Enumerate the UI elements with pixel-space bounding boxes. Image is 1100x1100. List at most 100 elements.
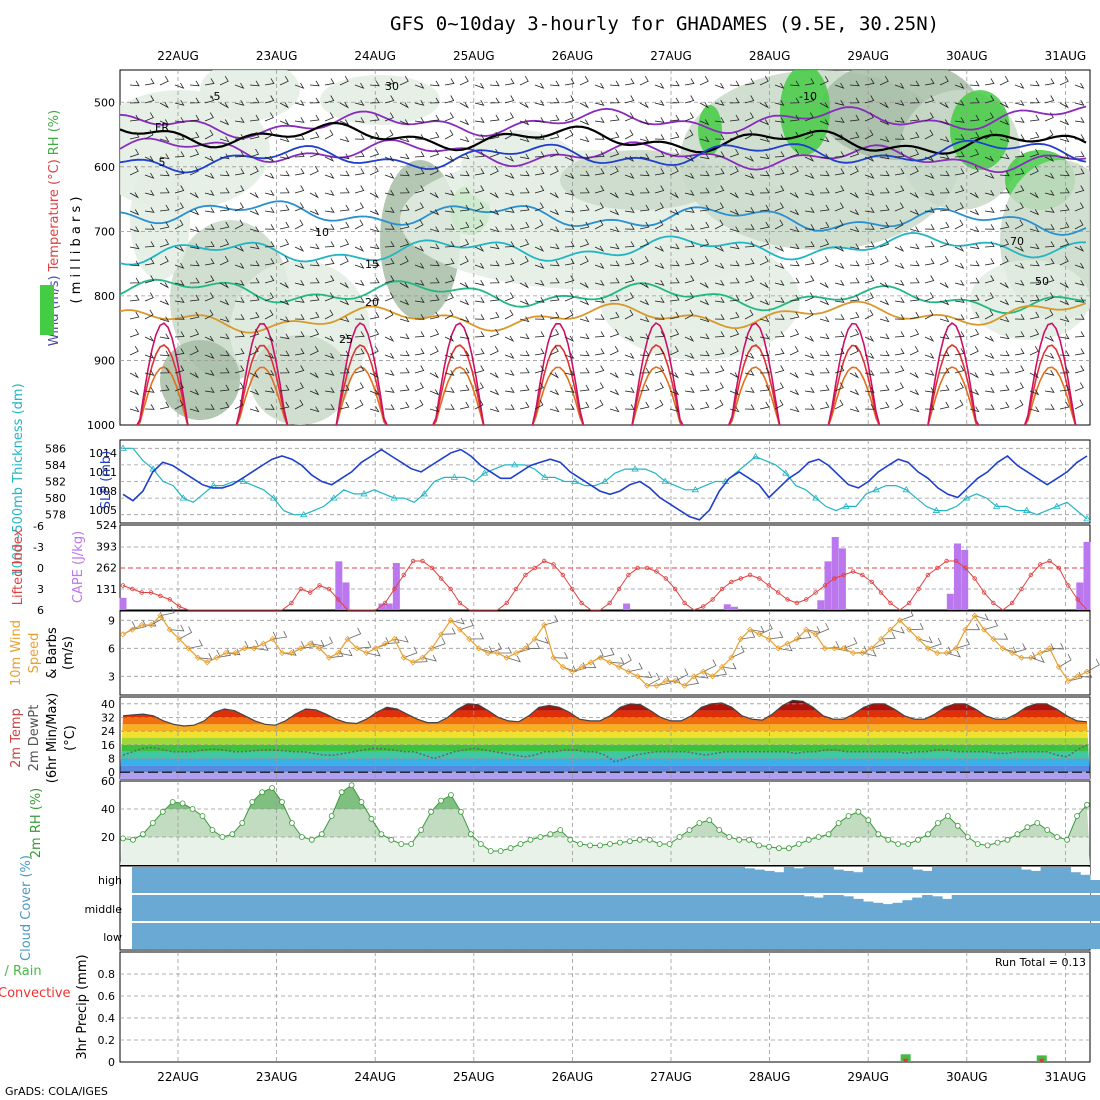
wind-barb — [444, 207, 455, 213]
wind-barb — [579, 333, 590, 340]
slp-line — [122, 448, 1088, 521]
cloud-cell — [754, 895, 765, 921]
wind-barb — [759, 153, 770, 160]
cloud-cell — [280, 895, 291, 921]
wind-barb — [624, 309, 634, 320]
wind-barb — [849, 80, 860, 87]
wind-barb — [924, 352, 935, 359]
wind10m-barb — [1002, 646, 1017, 654]
cloud-cell — [467, 923, 479, 949]
wind-barb — [474, 262, 485, 269]
wind-barb — [564, 275, 575, 284]
wind10m-point — [176, 635, 183, 643]
wind-barb — [939, 102, 950, 109]
wind10m-barb — [609, 657, 625, 664]
wind-barb — [639, 75, 649, 86]
wind-barb — [909, 277, 920, 284]
wind-barb — [129, 243, 140, 250]
wind-barb — [444, 95, 455, 104]
wind-barb — [414, 82, 425, 89]
wind-barb — [969, 311, 980, 320]
cloud-cell — [220, 867, 232, 893]
cape-bar — [342, 582, 350, 610]
wind-barb — [1014, 151, 1025, 158]
wind-barb — [474, 185, 485, 194]
wind-barb — [1029, 389, 1040, 396]
rh2m-point — [865, 817, 872, 824]
wind10m-point — [878, 635, 885, 643]
wind-barb — [999, 299, 1010, 306]
wind-barb — [369, 277, 380, 284]
rh2m-point — [1064, 836, 1071, 843]
wind-barb — [189, 294, 200, 302]
cloud-cell — [448, 895, 459, 921]
cape-tick: 131 — [96, 583, 117, 596]
wind-barb — [1029, 311, 1040, 320]
wind-barb — [834, 262, 845, 269]
wind-barb — [489, 131, 500, 140]
cloud-cell — [507, 923, 518, 949]
wind-barb — [999, 102, 1010, 109]
wind-barb — [669, 226, 680, 233]
wind10m-barb — [768, 631, 784, 640]
wind10m-barb — [188, 639, 203, 649]
thickness-point — [1053, 502, 1061, 509]
wind-barb — [729, 131, 740, 140]
isotherm-label: -10 — [799, 90, 817, 103]
wind-barb — [894, 382, 904, 392]
wind-barb — [339, 401, 350, 410]
wind-barb — [759, 299, 770, 306]
wind-barb — [144, 112, 154, 122]
thickness-point — [480, 469, 489, 476]
cloud-cell — [536, 923, 548, 949]
wind-barb — [864, 369, 875, 376]
wind-barb — [699, 367, 710, 374]
wind-barb — [924, 309, 934, 320]
wind-barb — [684, 369, 695, 376]
cloud-cell — [408, 895, 419, 921]
wind10m-point — [297, 645, 304, 652]
isotherm-label: 20 — [365, 296, 379, 309]
wind-barb — [474, 399, 484, 410]
wind-barb — [309, 165, 319, 176]
wind-barb — [399, 255, 409, 266]
wind-barb — [1014, 279, 1025, 286]
wind-barb — [819, 75, 829, 86]
wind-barb — [189, 131, 200, 140]
wind-barb — [624, 224, 635, 230]
wind-barb — [954, 365, 965, 374]
wind-barb — [144, 275, 155, 284]
wind10m-barb — [525, 642, 541, 649]
wind-barb — [534, 331, 545, 338]
wind-barb — [864, 292, 874, 302]
wind-barb — [729, 372, 740, 379]
cloud-cell — [586, 867, 597, 893]
wind-barb — [339, 102, 350, 109]
lifted-index-tick: 0 — [37, 562, 44, 575]
wind-barb — [174, 399, 184, 410]
precip-bars — [900, 1054, 1047, 1062]
wind10m-point — [812, 631, 819, 638]
lifted-index-point — [794, 600, 800, 606]
wind-barb — [1014, 117, 1025, 123]
cloud-cell — [941, 923, 953, 949]
wind-barb — [924, 292, 934, 302]
wind-barb — [399, 350, 410, 357]
wind-barb — [984, 189, 995, 196]
thickness-point — [450, 473, 459, 480]
cloud-cell — [181, 867, 192, 893]
wind-barb — [519, 299, 530, 306]
wind-barb — [609, 80, 620, 87]
temp-tick: 0 — [108, 766, 115, 779]
wind-barb — [804, 387, 815, 393]
wind-barb — [924, 155, 935, 162]
cloud-cell — [843, 923, 854, 949]
wind10m-barb — [253, 644, 269, 651]
wind-barb — [399, 136, 410, 143]
wind-barb — [264, 189, 275, 196]
wind-barb — [429, 311, 440, 320]
cloud-cell — [685, 923, 696, 949]
rh2m-point — [487, 848, 494, 854]
wind10m-point — [971, 612, 978, 619]
